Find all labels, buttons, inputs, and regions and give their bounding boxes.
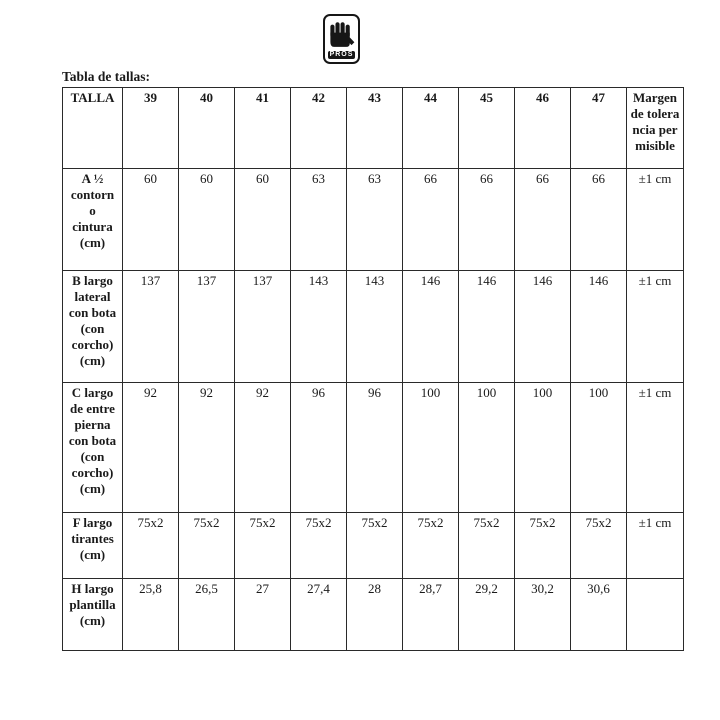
cell-value: 27,4	[290, 578, 347, 651]
size-header-46: 46	[514, 87, 571, 169]
cell-value: 100	[402, 382, 459, 513]
cell-value: 75x2	[402, 512, 459, 579]
size-header-39: 39	[122, 87, 179, 169]
cell-value: 26,5	[178, 578, 235, 651]
brand-name: PROS	[327, 51, 356, 59]
cell-value: 75x2	[234, 512, 291, 579]
cell-value: 137	[122, 270, 179, 383]
cell-value: 66	[458, 168, 515, 271]
cell-value: 30,6	[570, 578, 627, 651]
cell-margin: ±1 cm	[626, 270, 684, 383]
row-label: B largo lateral con bota (con corcho) (c…	[62, 270, 123, 383]
cell-value: 96	[346, 382, 403, 513]
cell-value: 60	[178, 168, 235, 271]
size-header-41: 41	[234, 87, 291, 169]
cell-value: 146	[514, 270, 571, 383]
row-label: A ½ contorn o cintura (cm)	[62, 168, 123, 271]
cell-value: 146	[402, 270, 459, 383]
cell-value: 137	[234, 270, 291, 383]
cell-value: 66	[514, 168, 571, 271]
cell-value: 30,2	[514, 578, 571, 651]
size-header-44: 44	[402, 87, 459, 169]
size-header-42: 42	[290, 87, 347, 169]
cell-value: 75x2	[570, 512, 627, 579]
cell-value: 143	[346, 270, 403, 383]
cell-margin: ±1 cm	[626, 168, 684, 271]
row-label: C largo de entre pierna con bota (con co…	[62, 382, 123, 513]
cell-value: 75x2	[458, 512, 515, 579]
size-table: TALLA 39 40 41 42 43 44 45 46 47 Margen …	[62, 87, 684, 651]
table-header-row: TALLA 39 40 41 42 43 44 45 46 47 Margen …	[62, 87, 684, 169]
cell-value: 63	[346, 168, 403, 271]
cell-value: 28,7	[402, 578, 459, 651]
size-header-45: 45	[458, 87, 515, 169]
cell-value: 100	[570, 382, 627, 513]
glove-icon	[330, 22, 355, 47]
cell-value: 96	[290, 382, 347, 513]
cell-value: 143	[290, 270, 347, 383]
cell-value: 75x2	[122, 512, 179, 579]
row-label: F largo tirantes (cm)	[62, 512, 123, 579]
row-label: H largo plantilla (cm)	[62, 578, 123, 651]
cell-value: 66	[570, 168, 627, 271]
cell-value: 75x2	[346, 512, 403, 579]
pros-logo: PROS	[323, 14, 360, 64]
cell-value: 146	[458, 270, 515, 383]
page-title: Tabla de tallas:	[62, 69, 151, 84]
table-row-insole: H largo plantilla (cm) 25,8 26,5 27 27,4…	[62, 578, 684, 651]
cell-margin: ±1 cm	[626, 382, 684, 513]
size-header-43: 43	[346, 87, 403, 169]
cell-margin: ±1 cm	[626, 512, 684, 579]
cell-value: 100	[458, 382, 515, 513]
corner-header: TALLA	[62, 87, 123, 169]
cell-value: 92	[234, 382, 291, 513]
table-row-side-length: B largo lateral con bota (con corcho) (c…	[62, 270, 684, 383]
cell-value: 66	[402, 168, 459, 271]
cell-value: 146	[570, 270, 627, 383]
cell-value: 75x2	[514, 512, 571, 579]
table-row-straps: F largo tirantes (cm) 75x2 75x2 75x2 75x…	[62, 512, 684, 579]
cell-value: 25,8	[122, 578, 179, 651]
cell-value: 92	[122, 382, 179, 513]
cell-value: 75x2	[178, 512, 235, 579]
cell-value: 28	[346, 578, 403, 651]
cell-margin	[626, 578, 684, 651]
margin-header: Margen de tolera ncia per misible	[626, 87, 684, 169]
size-header-47: 47	[570, 87, 627, 169]
cell-value: 100	[514, 382, 571, 513]
cell-value: 75x2	[290, 512, 347, 579]
table-row-waist: A ½ contorn o cintura (cm) 60 60 60 63 6…	[62, 168, 684, 271]
cell-value: 27	[234, 578, 291, 651]
cell-value: 60	[234, 168, 291, 271]
cell-value: 92	[178, 382, 235, 513]
cell-value: 60	[122, 168, 179, 271]
cell-value: 137	[178, 270, 235, 383]
size-header-40: 40	[178, 87, 235, 169]
table-row-inseam: C largo de entre pierna con bota (con co…	[62, 382, 684, 513]
cell-value: 29,2	[458, 578, 515, 651]
cell-value: 63	[290, 168, 347, 271]
